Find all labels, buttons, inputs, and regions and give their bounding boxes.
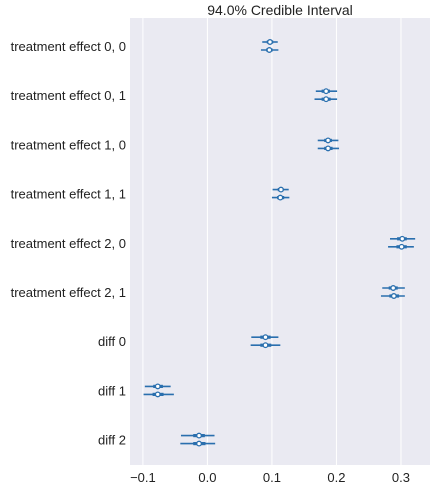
mean-point xyxy=(278,186,284,193)
mean-point xyxy=(262,334,269,341)
row-label: treatment effect 2, 0 xyxy=(11,236,126,251)
mean-point xyxy=(325,145,332,152)
mean-point xyxy=(323,96,330,103)
row-label: diff 2 xyxy=(98,433,126,448)
row-label: treatment effect 0, 1 xyxy=(11,88,126,103)
mean-point xyxy=(390,293,397,299)
chain-interval xyxy=(317,145,340,152)
chain-interval xyxy=(180,440,216,447)
x-tick-label: 0.1 xyxy=(263,470,281,485)
interval-marks xyxy=(143,39,416,447)
x-tick-label: 0.0 xyxy=(198,470,216,485)
chain-interval xyxy=(317,137,339,144)
mean-point xyxy=(267,39,273,45)
mean-point xyxy=(390,285,397,291)
chain-interval xyxy=(251,334,279,341)
chart-title: 94.0% Credible Interval xyxy=(207,2,353,18)
chain-interval xyxy=(250,342,281,349)
chain-interval xyxy=(390,235,416,242)
chain-interval xyxy=(180,432,215,439)
row-label: treatment effect 2, 1 xyxy=(11,285,126,300)
mean-point xyxy=(266,47,273,53)
chain-interval xyxy=(388,243,414,250)
mean-point xyxy=(196,432,202,439)
mean-point xyxy=(262,342,269,349)
mean-point xyxy=(277,194,284,201)
x-tick-label: −0.1 xyxy=(130,470,156,485)
chain-interval xyxy=(260,47,279,53)
mean-point xyxy=(154,383,161,390)
chain-interval xyxy=(382,285,405,291)
mean-point xyxy=(325,137,332,144)
x-tick-label: 0.3 xyxy=(392,470,410,485)
chain-interval xyxy=(143,391,174,398)
chain-interval xyxy=(144,383,171,390)
row-labels: treatment effect 0, 0 treatment effect 0,… xyxy=(11,39,126,448)
x-tick-label: 0.2 xyxy=(327,470,345,485)
chain-interval xyxy=(272,186,289,193)
mean-point xyxy=(398,243,405,250)
chain-interval xyxy=(271,194,290,201)
mean-point xyxy=(399,235,406,242)
x-axis-ticks: −0.1 0.0 0.1 0.2 0.3 xyxy=(130,470,410,485)
row-label: diff 1 xyxy=(98,383,126,398)
mean-point xyxy=(323,88,330,95)
plot-area xyxy=(130,18,430,465)
chain-interval xyxy=(315,88,338,95)
row-label: treatment effect 1, 0 xyxy=(11,137,126,152)
mean-point xyxy=(154,391,161,398)
row-label: treatment effect 0, 0 xyxy=(11,39,126,54)
row-label: diff 0 xyxy=(98,334,126,349)
chain-interval xyxy=(380,293,405,299)
chain-interval xyxy=(314,96,338,103)
grid-lines xyxy=(142,18,402,465)
mean-point xyxy=(196,440,202,447)
row-label: treatment effect 1, 1 xyxy=(11,187,126,202)
chain-interval xyxy=(262,39,278,45)
